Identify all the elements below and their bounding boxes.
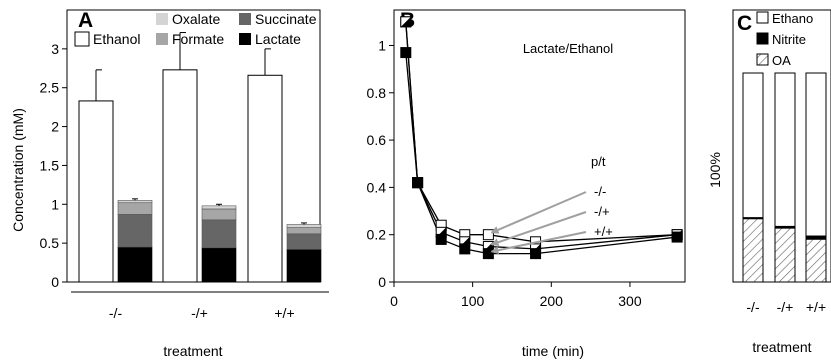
- legend-arrow: [490, 231, 587, 255]
- panel-a-label: A: [78, 9, 93, 32]
- panel-c-xlabel: treatment: [752, 339, 811, 355]
- panel-b-xtick-label: 200: [540, 293, 564, 309]
- panel-c-bars: [742, 72, 827, 283]
- bar-lactate: [117, 246, 153, 283]
- panel-b-legend: p/t -/- -/+ +/+: [490, 154, 613, 255]
- group-label: -/+: [191, 305, 208, 321]
- panel-b-x-axis: 0 100 200 300: [390, 282, 642, 309]
- legend-label--/+: -/+: [594, 204, 610, 219]
- bar-succinate: [286, 233, 322, 250]
- legend-swatch-succinate: [239, 13, 251, 25]
- panel-b-xlabel: time (min): [522, 343, 584, 359]
- bar-succinate: [201, 219, 237, 249]
- panel-c-legend: Ethano Nitrite OA: [756, 11, 813, 68]
- panel-c-label: C: [737, 12, 752, 35]
- point-filled-square: [459, 243, 471, 255]
- bar-oa: [774, 227, 796, 283]
- point-filled-square: [530, 248, 542, 260]
- panel-a-y-axis: 0 0.5 1 1.5 2 2.5 3: [40, 41, 67, 290]
- point-half-square-fill: [400, 16, 411, 27]
- group-label: +/+: [806, 299, 826, 315]
- panel-a-ytick-label: 0: [51, 274, 59, 290]
- group-label: -/+: [777, 299, 794, 315]
- legend-title: p/t: [591, 154, 606, 169]
- panel-b-ytick-label: 0.6: [367, 132, 387, 148]
- bar-lactate: [201, 247, 237, 283]
- panel-a-ytick-label: 2: [51, 119, 59, 135]
- panel-b-ytick-label: 0.2: [367, 227, 387, 243]
- bar-lactate: [286, 249, 322, 283]
- bar-oxalate: [117, 200, 153, 204]
- legend-label-+/+: +/+: [594, 224, 613, 239]
- panel-b-y-axis: 0 0.2 0.4 0.6 0.8 1: [367, 37, 394, 290]
- panel-a-ytick-label: 3: [51, 41, 59, 57]
- panel-b-xtick-label: 100: [461, 293, 485, 309]
- panel-a-ytick-label: 0.5: [40, 235, 60, 251]
- panel-c: C 100% treatment -/- -/+ +/+ Ethano Nitrite…: [707, 9, 831, 355]
- legend-swatch-oa: [756, 53, 769, 66]
- panel-b-frame: [393, 9, 686, 283]
- panel-b: B Lactate/Ethanol time (min) 00.20.40.60…: [367, 9, 686, 359]
- legend-arrow: [490, 211, 587, 247]
- legend-swatch-oxalate: [156, 13, 168, 25]
- panel-a: A Concentration (mM) treatment 0 0.5 1 1.5 2…: [10, 9, 329, 359]
- group-label: -/-: [746, 299, 760, 315]
- panel-b-ytick-label: 0.8: [367, 85, 387, 101]
- panel-c-group-labels: -/- -/+ +/+: [746, 299, 826, 315]
- legend-label-nitrite: Nitrite: [772, 32, 806, 47]
- bar-ethano: [774, 72, 796, 227]
- legend-swatch-nitrite: [756, 32, 769, 45]
- panel-b-annotation: Lactate/Ethanol: [523, 41, 613, 56]
- legend-label-succinate: Succinate: [255, 11, 317, 27]
- panel-b-ytick-label: 1: [378, 37, 386, 53]
- bar-succinate: [117, 214, 153, 248]
- bar-formate: [201, 208, 237, 221]
- bar-oa: [805, 238, 827, 283]
- point-filled-square: [435, 233, 447, 245]
- panel-b-xtick-label: 0: [390, 293, 398, 309]
- bar-formate: [286, 227, 322, 235]
- point-open-square: [482, 229, 494, 241]
- bar-oxalate: [201, 205, 237, 210]
- legend-label-formate: Formate: [172, 31, 224, 47]
- point-filled-square: [482, 248, 494, 260]
- legend-label-ethano: Ethano: [772, 11, 813, 26]
- panel-a-group-labels: -/- -/+ +/+: [71, 291, 329, 321]
- group-label: -/-: [109, 305, 123, 321]
- legend-label--/-: -/-: [594, 184, 606, 199]
- panel-a-ytick-label: 1: [51, 196, 59, 212]
- panel-b-ytick-label: 0: [378, 274, 386, 290]
- legend-arrow: [490, 191, 587, 234]
- legend-label-lactate: Lactate: [255, 31, 301, 47]
- panel-a-legend: Oxalate Succinate Ethanol Formate Lactate: [74, 11, 317, 47]
- legend-label-oxalate: Oxalate: [172, 11, 220, 27]
- bar-ethanol: [247, 74, 283, 283]
- panel-b-xtick-label: 300: [618, 293, 642, 309]
- legend-swatch-ethanol: [74, 31, 90, 47]
- point-filled-square: [412, 177, 424, 189]
- point-filled-square: [671, 231, 683, 243]
- bar-ethanol: [162, 69, 198, 283]
- panel-a-xlabel: treatment: [163, 343, 222, 359]
- legend-swatch-lactate: [239, 33, 251, 45]
- bar-oxalate: [286, 224, 322, 228]
- bar-ethano: [805, 72, 827, 237]
- legend-swatch-ethano: [756, 11, 769, 24]
- bar-formate: [117, 202, 153, 215]
- panel-c-ylabel: 100%: [707, 152, 723, 188]
- bar-ethanol: [78, 100, 114, 283]
- panel-b-ytick-label: 0.4: [367, 179, 387, 195]
- panel-a-bars: [78, 32, 322, 283]
- panel-a-ytick-label: 2.5: [40, 80, 60, 96]
- point-filled-square: [400, 47, 412, 59]
- legend-label-ethanol: Ethanol: [93, 31, 140, 47]
- legend-swatch-formate: [156, 33, 168, 45]
- legend-label-oa: OA: [772, 53, 791, 68]
- group-label: +/+: [274, 305, 294, 321]
- panel-a-ylabel: Concentration (mM): [10, 108, 26, 232]
- bar-ethano: [742, 72, 764, 219]
- panel-a-ytick-label: 1.5: [40, 157, 60, 173]
- bar-oa: [742, 218, 764, 283]
